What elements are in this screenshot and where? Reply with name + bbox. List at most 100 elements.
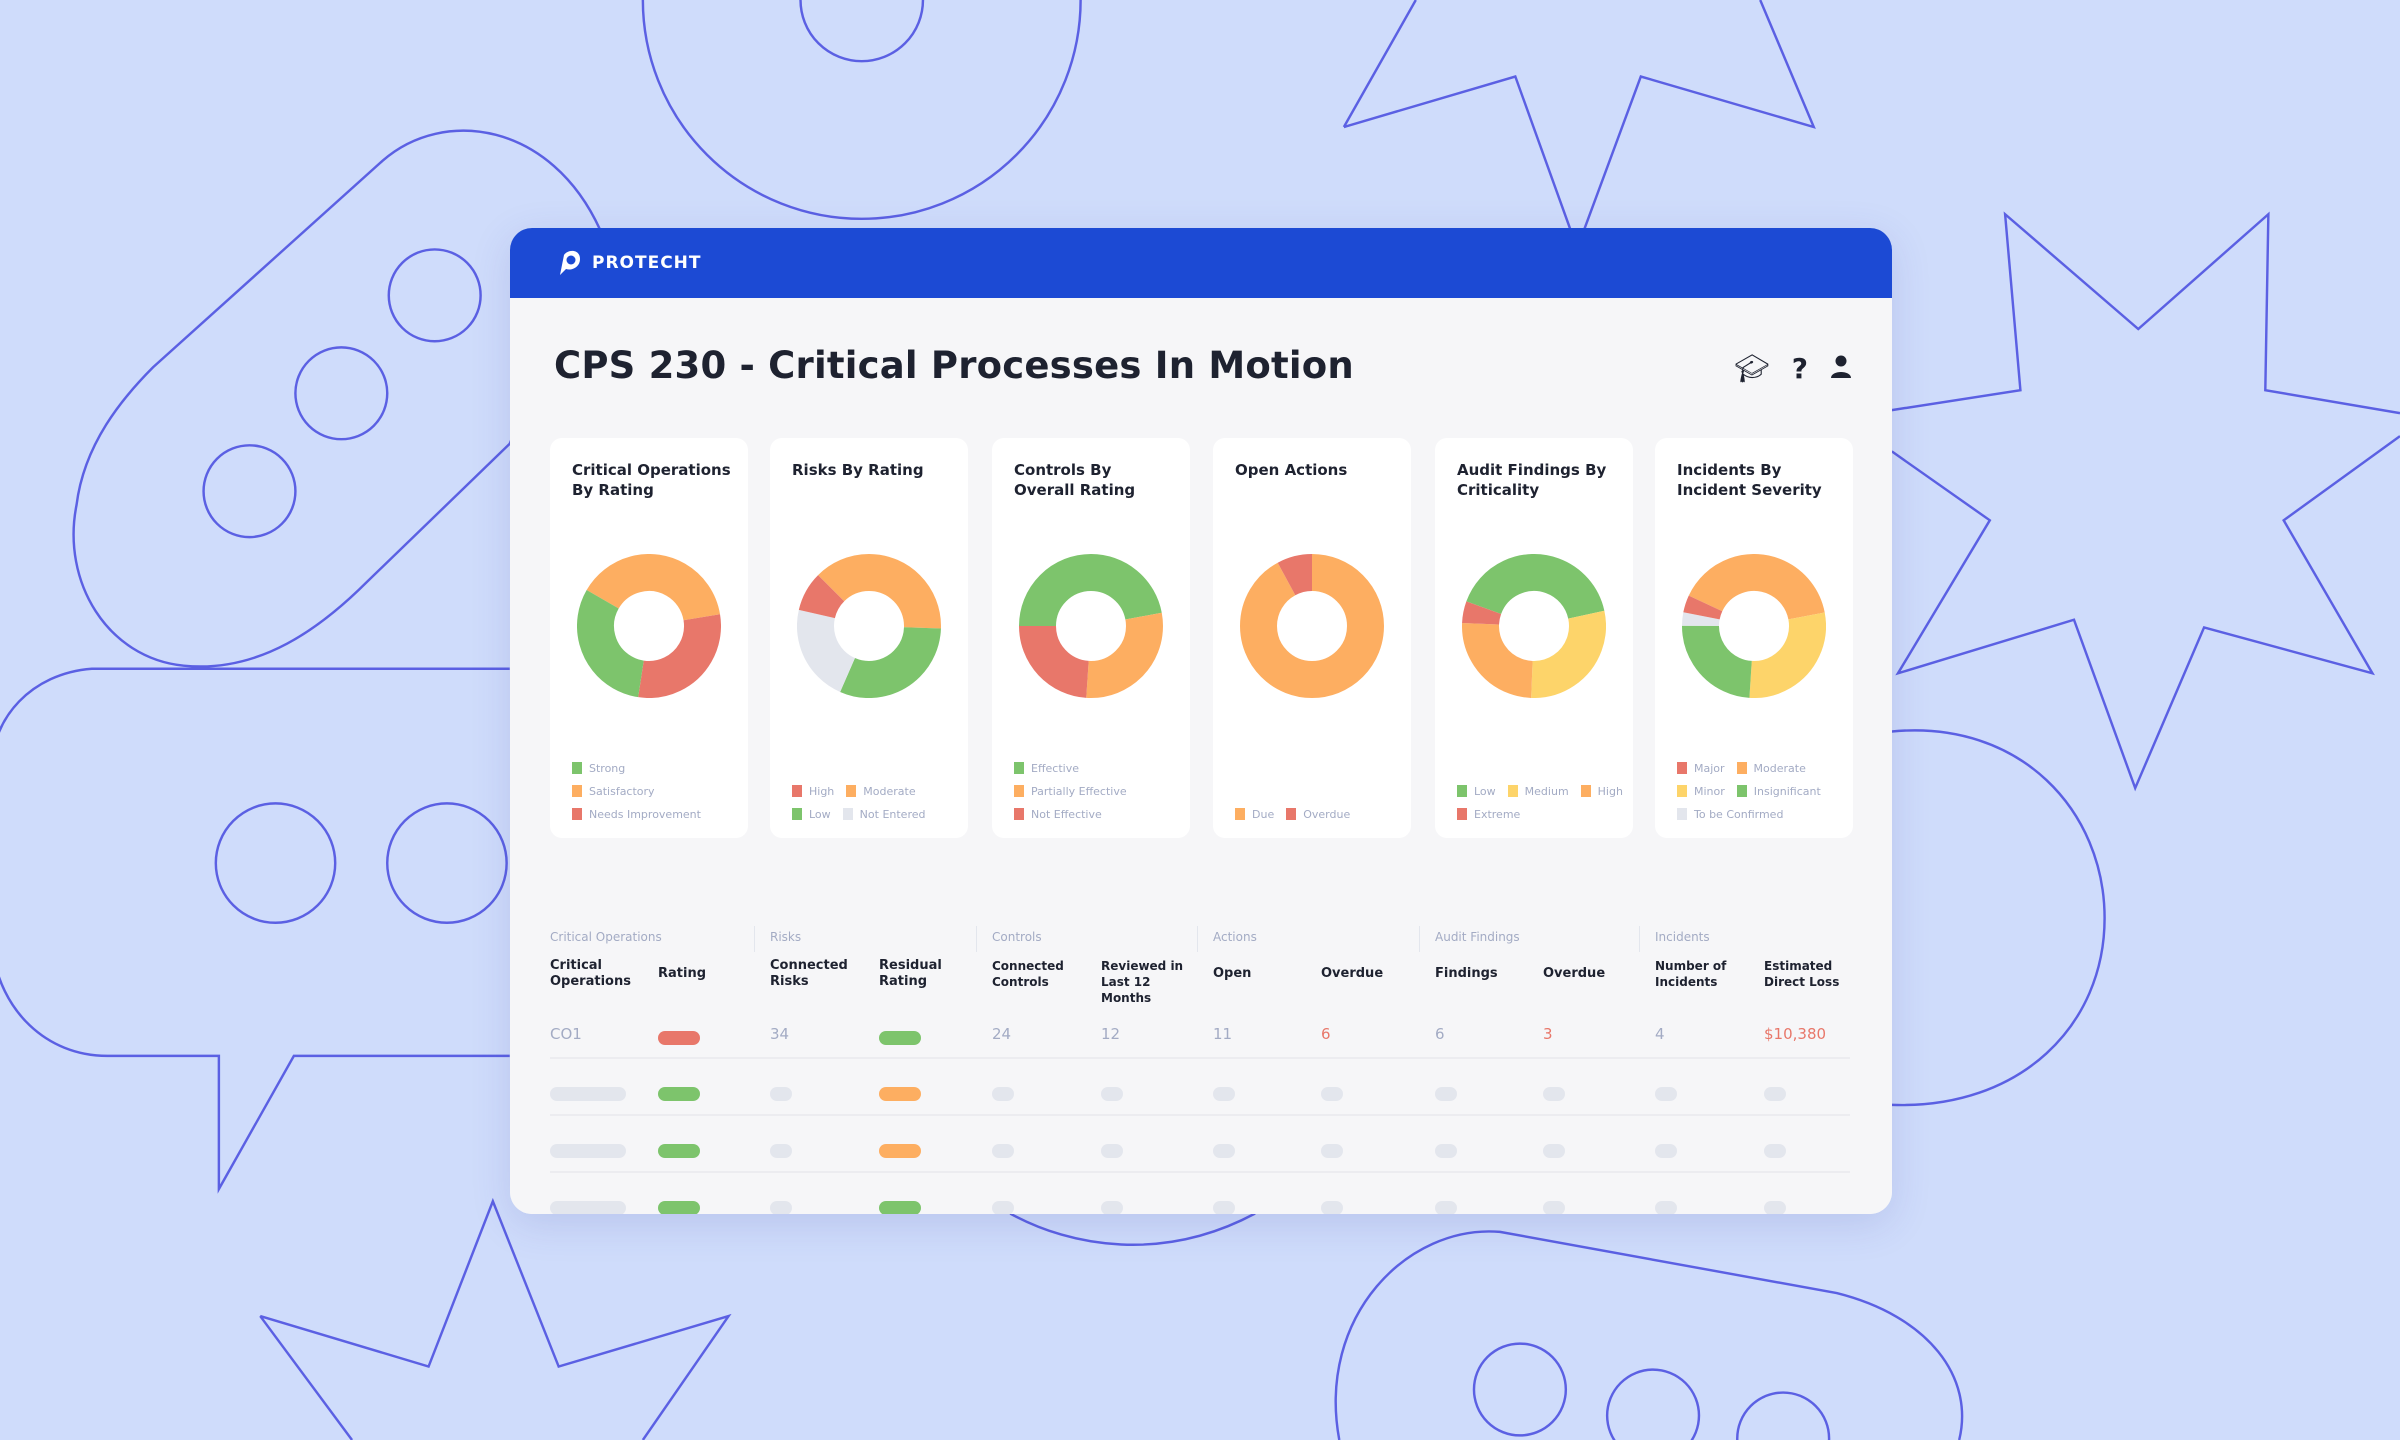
card-title: Controls By Overall Rating bbox=[1014, 461, 1136, 499]
legend-item: Major bbox=[1677, 760, 1725, 776]
chart-card[interactable]: Audit Findings By Criticality Low Medium Hi… bbox=[1435, 438, 1633, 838]
rating-pill bbox=[658, 1144, 700, 1158]
column-header[interactable]: Overdue bbox=[1321, 966, 1384, 981]
donut-segment[interactable] bbox=[1682, 554, 1826, 698]
legend-label: Effective bbox=[1031, 761, 1079, 775]
placeholder-cell bbox=[1655, 1201, 1677, 1214]
table-cell: 24 bbox=[992, 1025, 1012, 1043]
card-title: Open Actions bbox=[1235, 461, 1348, 479]
legend-label: To be Confirmed bbox=[1694, 807, 1784, 821]
legend-swatch bbox=[1014, 808, 1024, 820]
legend-item: Satisfactory bbox=[572, 783, 742, 799]
table-cell: 3 bbox=[1543, 1025, 1553, 1043]
residual-rating-pill bbox=[879, 1144, 921, 1158]
legend-swatch bbox=[1014, 785, 1024, 797]
donut-segment[interactable] bbox=[1462, 554, 1606, 698]
placeholder-cell bbox=[1764, 1087, 1786, 1101]
legend-item: Low bbox=[1457, 783, 1496, 799]
donut-segment[interactable] bbox=[577, 554, 721, 698]
column-header[interactable]: Critical Operations bbox=[550, 958, 631, 989]
residual-rating-pill bbox=[879, 1201, 921, 1214]
donut-segment[interactable] bbox=[797, 554, 941, 698]
graduation-cap-icon[interactable]: 🎓︎ bbox=[1734, 351, 1770, 385]
legend-swatch bbox=[572, 762, 582, 774]
donut-segment[interactable] bbox=[1462, 554, 1606, 698]
user-icon[interactable] bbox=[1830, 354, 1852, 383]
column-header[interactable]: Rating bbox=[658, 966, 707, 981]
donut-chart bbox=[1240, 554, 1384, 698]
residual-rating-pill bbox=[879, 1031, 921, 1045]
legend-item: Not Entered bbox=[842, 806, 925, 822]
row-divider bbox=[550, 1171, 1850, 1173]
column-header[interactable]: Connected Controls bbox=[992, 959, 1064, 989]
chart-card[interactable]: Open Actions Due Overdue bbox=[1213, 438, 1411, 838]
table-cell: 12 bbox=[1101, 1025, 1121, 1043]
legend-swatch bbox=[792, 808, 802, 820]
card-title: Critical Operations By Rating bbox=[572, 461, 731, 499]
legend-label: Low bbox=[1474, 784, 1496, 798]
legend-swatch bbox=[1736, 762, 1747, 774]
placeholder-cell bbox=[1543, 1144, 1565, 1158]
column-header[interactable]: Estimated Direct Loss bbox=[1764, 959, 1840, 989]
chart-card[interactable]: Incidents By Incident Severity Major Moder… bbox=[1655, 438, 1853, 838]
placeholder-cell bbox=[1543, 1087, 1565, 1101]
column-header[interactable]: Number of Incidents bbox=[1655, 959, 1727, 989]
legend-item: Not Effective bbox=[1014, 806, 1184, 822]
legend-label: Insignificant bbox=[1753, 784, 1821, 798]
donut-segment[interactable] bbox=[797, 554, 941, 698]
legend-item: Extreme bbox=[1457, 806, 1520, 822]
card-title: Risks By Rating bbox=[792, 461, 924, 479]
donut-chart bbox=[1462, 554, 1606, 698]
protecht-logo[interactable]: PROTECHT bbox=[554, 249, 702, 277]
legend-swatch bbox=[1457, 808, 1467, 820]
legend-item: Overdue bbox=[1286, 806, 1350, 822]
placeholder-cell bbox=[1764, 1201, 1786, 1214]
placeholder-cell bbox=[1321, 1087, 1343, 1101]
donut-segment[interactable] bbox=[797, 554, 941, 698]
legend-item: Needs Improvement bbox=[572, 806, 742, 822]
placeholder-cell bbox=[1435, 1144, 1457, 1158]
column-header[interactable]: Residual Rating bbox=[879, 958, 942, 989]
chart-card[interactable]: Controls By Overall Rating Effective Parti… bbox=[992, 438, 1190, 838]
rating-pill bbox=[658, 1087, 700, 1101]
placeholder-cell bbox=[1101, 1087, 1123, 1101]
placeholder-cell bbox=[1435, 1087, 1457, 1101]
legend-swatch bbox=[1286, 808, 1297, 820]
legend-swatch bbox=[1677, 785, 1687, 797]
donut-segment[interactable] bbox=[1682, 554, 1826, 698]
donut-segment[interactable] bbox=[1682, 554, 1826, 698]
column-group-label: Controls bbox=[992, 930, 1042, 944]
donut-segment[interactable] bbox=[797, 554, 941, 698]
column-header[interactable]: Reviewed in Last 12 Months bbox=[1101, 959, 1184, 1005]
donut-chart bbox=[797, 554, 941, 698]
legend-label: High bbox=[1597, 784, 1623, 798]
legend-swatch bbox=[1457, 785, 1467, 797]
table-cell: $10,380 bbox=[1764, 1025, 1827, 1043]
column-header[interactable]: Open bbox=[1213, 966, 1252, 981]
donut-chart bbox=[577, 554, 721, 698]
donut-segment[interactable] bbox=[1462, 554, 1606, 698]
chart-legend: Low Medium High Extreme bbox=[1457, 783, 1627, 822]
donut-segment[interactable] bbox=[1240, 554, 1384, 698]
help-icon[interactable]: ? bbox=[1791, 351, 1808, 385]
legend-swatch bbox=[572, 808, 582, 820]
column-header[interactable]: Overdue bbox=[1543, 966, 1606, 981]
table-cell: 34 bbox=[770, 1025, 790, 1043]
rating-pill bbox=[658, 1201, 700, 1214]
card-title: Incidents By Incident Severity bbox=[1677, 461, 1822, 499]
donut-segment[interactable] bbox=[1019, 554, 1163, 698]
legend-label: Due bbox=[1252, 807, 1275, 821]
column-header[interactable]: Connected Risks bbox=[770, 958, 848, 989]
donut-segment[interactable] bbox=[1019, 554, 1163, 698]
chart-legend: Effective Partially Effective Not Effectiv… bbox=[1014, 760, 1184, 822]
chart-card[interactable]: Risks By Rating High Moderate Low Not Entere… bbox=[770, 438, 968, 838]
legend-item: Due bbox=[1235, 806, 1274, 822]
column-header[interactable]: Findings bbox=[1435, 966, 1498, 981]
legend-label: Overdue bbox=[1303, 807, 1351, 821]
chart-legend: Strong Satisfactory Needs Improvement bbox=[572, 760, 742, 822]
donut-segment[interactable] bbox=[577, 554, 721, 698]
chart-card[interactable]: Critical Operations By Rating Strong Satis… bbox=[550, 438, 748, 838]
legend-label: Moderate bbox=[1753, 761, 1806, 775]
group-divider bbox=[754, 926, 755, 952]
legend-swatch bbox=[572, 785, 582, 797]
